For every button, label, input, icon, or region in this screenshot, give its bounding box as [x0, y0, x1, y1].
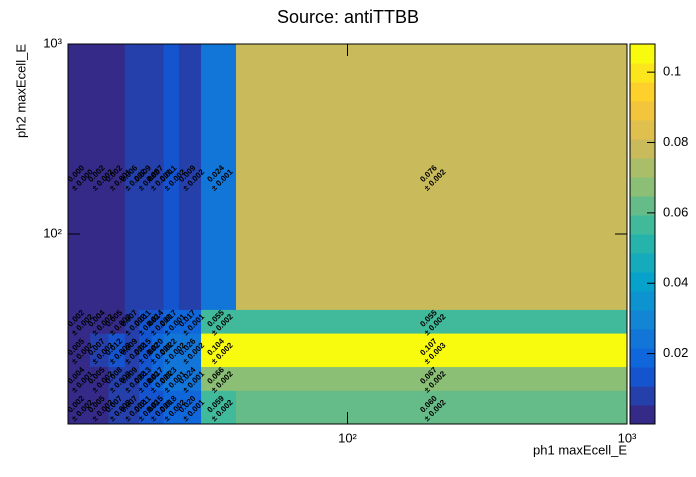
colorbar-band	[630, 386, 655, 406]
y-tick-label: 10³	[43, 35, 62, 50]
colorbar-band	[630, 215, 655, 235]
heatmap-cell	[236, 43, 628, 310]
x-tick-label: 10³	[618, 430, 637, 445]
heatmap-cell	[236, 333, 628, 368]
colorbar-frame	[629, 43, 656, 425]
colorbar-band	[630, 348, 655, 368]
colorbar-tick-label: 0.04	[663, 275, 688, 290]
heatmap-cell	[201, 43, 237, 310]
x-axis-label: ph1 maxEcell_E	[533, 442, 627, 457]
colorbar-band	[630, 158, 655, 178]
colorbar-band	[630, 272, 655, 292]
colorbar-tick-label: 0.08	[663, 134, 688, 149]
colorbar-band	[630, 139, 655, 159]
colorbar-band	[630, 177, 655, 197]
heatmap-cell	[236, 390, 628, 425]
colorbar-band	[630, 101, 655, 121]
colorbar-band	[630, 120, 655, 140]
colorbar-band	[630, 310, 655, 330]
chart-title: Source: antiTTBB	[277, 7, 419, 27]
colorbar-band	[630, 82, 655, 102]
colorbar-band	[630, 44, 655, 64]
colorbar-band	[630, 234, 655, 254]
heatmap-cell	[201, 333, 237, 368]
y-axis-label: ph2 maxEcell_E	[13, 44, 28, 138]
colorbar-band	[630, 367, 655, 387]
colorbar-tick-label: 0.02	[663, 345, 688, 360]
colorbar-tick-label: 0.1	[663, 64, 681, 79]
colorbar-band	[630, 291, 655, 311]
heatmap-cell	[201, 390, 237, 425]
colorbar-band	[630, 253, 655, 273]
colorbar-band	[630, 63, 655, 83]
colorbar-band	[630, 329, 655, 349]
colorbar-tick-label: 0.06	[663, 204, 688, 219]
y-tick-label: 10²	[43, 225, 62, 240]
colorbar-band	[630, 405, 655, 425]
x-tick-label: 10²	[338, 430, 357, 445]
colorbar-band	[630, 196, 655, 216]
